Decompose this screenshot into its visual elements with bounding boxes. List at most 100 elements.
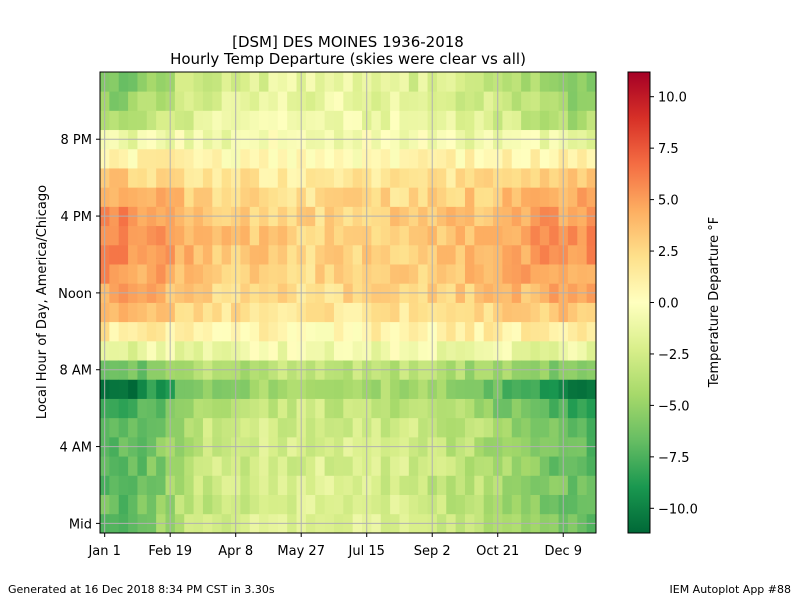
heatmap-cell (324, 340, 335, 361)
heatmap-cell (380, 72, 391, 92)
heatmap-cell (343, 340, 354, 361)
heatmap-cell (502, 187, 513, 207)
heatmap-cell (436, 148, 447, 169)
heatmap-cell (455, 244, 466, 265)
heatmap-cell (333, 72, 344, 92)
heatmap-cell (446, 340, 457, 361)
plot-frame (99, 71, 597, 534)
y-tick-label: 4 AM (59, 441, 92, 456)
heatmap-cell (446, 398, 457, 419)
heatmap-cell (249, 340, 260, 361)
heatmap-cell (539, 72, 550, 92)
heatmap-cell (146, 168, 157, 188)
heatmap-cell (567, 168, 578, 188)
heatmap-cell (511, 456, 522, 476)
heatmap-cell (530, 110, 541, 131)
heatmap-cell (539, 475, 550, 495)
heatmap-cell (249, 72, 260, 92)
heatmap-cell (483, 91, 494, 111)
heatmap-cell (390, 148, 400, 169)
heatmap-cell (408, 417, 419, 438)
x-tick-label: Sep 2 (414, 544, 451, 559)
heatmap-cell (315, 168, 326, 188)
heatmap-cell (184, 225, 194, 246)
heatmap-cell (567, 244, 578, 265)
heatmap-cell (305, 379, 316, 399)
heatmap-cell (549, 148, 559, 169)
heatmap-cell (371, 91, 382, 111)
heatmap-cell (380, 340, 391, 361)
heatmap-cell (128, 110, 138, 131)
heatmap-cell (502, 321, 513, 342)
heatmap-cell (268, 456, 279, 476)
heatmap-cell (212, 302, 223, 323)
heatmap-cell (146, 225, 157, 246)
heatmap-cell (240, 264, 251, 284)
heatmap-cell (474, 168, 485, 188)
heatmap-cell (268, 225, 279, 246)
heatmap-cell (137, 417, 148, 438)
heatmap-cell (268, 321, 279, 342)
heatmap-cell (352, 225, 363, 246)
heatmap-cell (193, 187, 204, 207)
heatmap-cell (305, 417, 316, 438)
heatmap-cell (539, 264, 550, 284)
heatmap-cell (305, 168, 316, 188)
heatmap-cell (137, 91, 148, 111)
heatmap-cell (530, 456, 541, 476)
heatmap-cell (333, 379, 344, 399)
heatmap-cell (483, 302, 494, 323)
heatmap-cell (586, 168, 597, 188)
heatmap-cell (202, 72, 213, 92)
heatmap-cell (352, 264, 363, 284)
heatmap-cell (530, 321, 541, 342)
heatmap-cell (333, 494, 344, 515)
heatmap-cell (193, 244, 204, 265)
heatmap-cell (530, 264, 541, 284)
heatmap-cell (380, 456, 391, 476)
heatmap-cell (277, 110, 288, 131)
heatmap-cell (586, 148, 597, 169)
heatmap-cell (174, 264, 185, 284)
heatmap-cell (436, 244, 447, 265)
heatmap-cell (240, 72, 251, 92)
heatmap-cell (202, 148, 213, 169)
y-tick-label: Noon (58, 287, 92, 302)
heatmap-cell (128, 168, 138, 188)
heatmap-cell (521, 456, 531, 476)
heatmap-cell (259, 148, 269, 169)
heatmap-cell (343, 187, 354, 207)
heatmap-cell (315, 302, 326, 323)
heatmap-cells (100, 72, 597, 534)
heatmap-cell (305, 302, 316, 323)
heatmap-cell (240, 110, 251, 131)
heatmap-cell (315, 225, 326, 246)
heatmap-cell (418, 244, 428, 265)
heatmap-cell (521, 72, 531, 92)
heatmap-cell (287, 244, 297, 265)
heatmap-cell (212, 321, 223, 342)
heatmap-cell (586, 417, 597, 438)
heatmap-cell (549, 72, 559, 92)
heatmap-cell (464, 225, 475, 246)
heatmap-cell (464, 321, 475, 342)
heatmap-cell (212, 244, 223, 265)
heatmap-cell (193, 264, 204, 284)
heatmap-cell (577, 321, 588, 342)
heatmap-cell (549, 91, 559, 111)
heatmap-cell (315, 244, 326, 265)
heatmap-cell (202, 321, 213, 342)
heatmap-cell (408, 475, 419, 495)
heatmap-cell (277, 91, 288, 111)
heatmap-cell (118, 264, 129, 284)
heatmap-cell (249, 494, 260, 515)
heatmap-cell (137, 456, 148, 476)
heatmap-cell (464, 475, 475, 495)
heatmap-cell (156, 91, 166, 111)
heatmap-cell (277, 475, 288, 495)
heatmap-cell (399, 225, 410, 246)
heatmap-cell (586, 225, 597, 246)
heatmap-cell (343, 91, 354, 111)
heatmap-cell (221, 475, 232, 495)
heatmap-cell (193, 475, 204, 495)
